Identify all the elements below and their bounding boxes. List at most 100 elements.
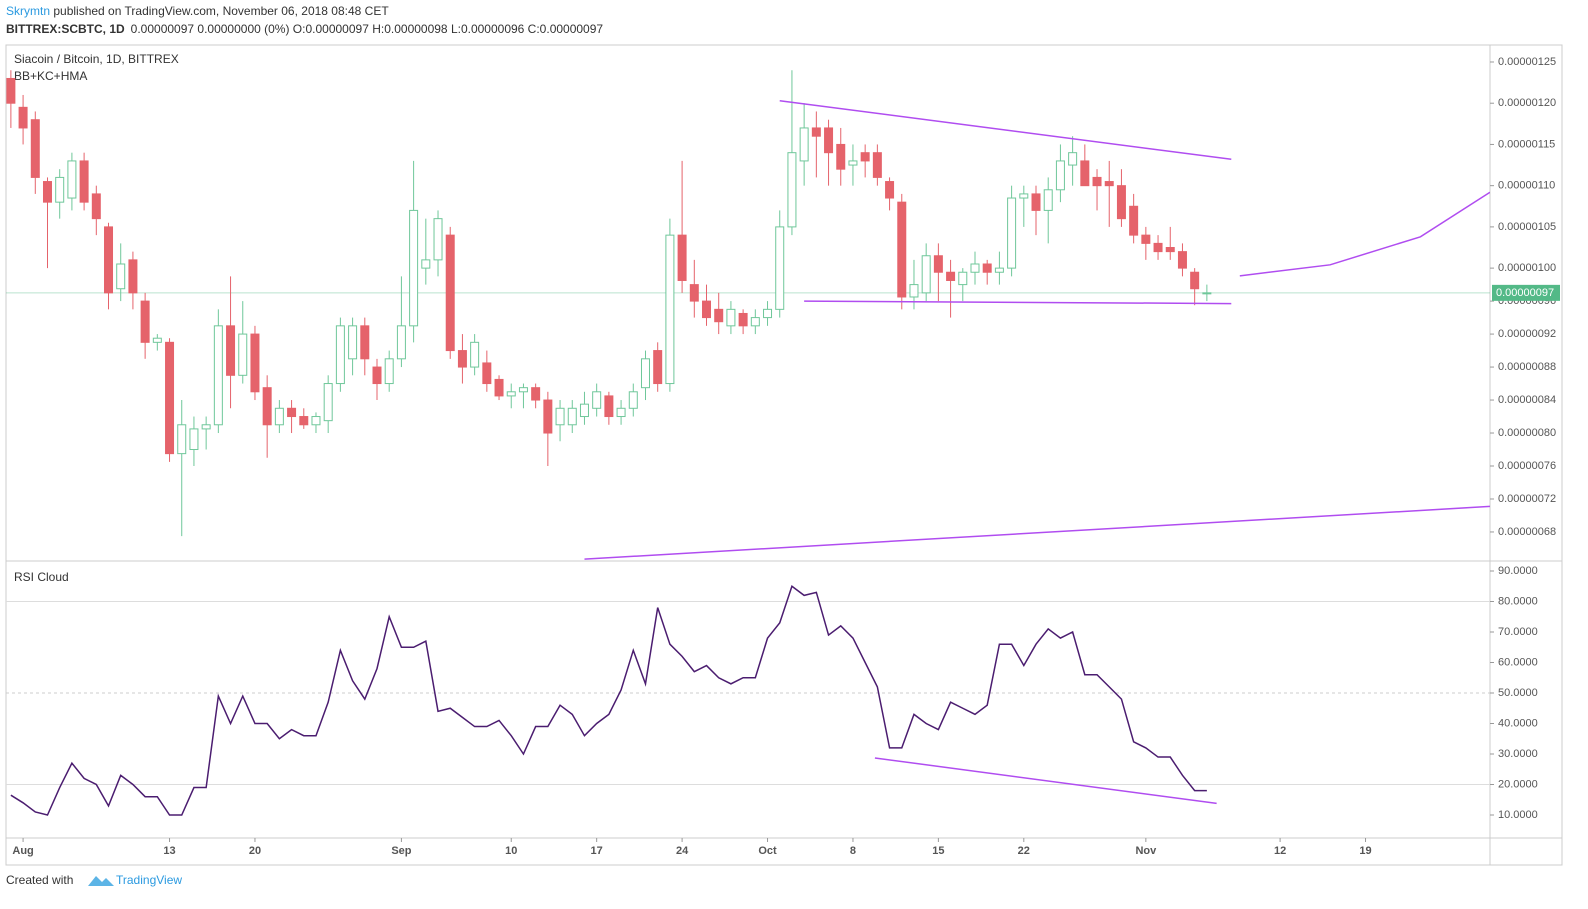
y-tick-label: 0.00000076 xyxy=(1498,460,1556,472)
trend-line xyxy=(779,99,1232,161)
candle-body xyxy=(177,424,187,455)
frame xyxy=(5,44,1563,866)
candle-body xyxy=(628,391,638,409)
candle-body xyxy=(653,350,663,385)
candle-body xyxy=(128,259,138,294)
y-tick-label: 0.00000125 xyxy=(1498,56,1556,68)
candle-body xyxy=(775,226,785,310)
x-tick-label: Sep xyxy=(391,845,411,857)
candle-body xyxy=(482,362,492,385)
candle-body xyxy=(1080,160,1090,187)
y-tick-label: 0.00000110 xyxy=(1498,180,1555,192)
brand-link[interactable]: TradingView xyxy=(116,873,182,887)
y-tick-label: 0.00000105 xyxy=(1498,221,1556,233)
candle-body xyxy=(1043,189,1053,211)
candle-body xyxy=(226,325,236,376)
candle-body xyxy=(506,391,516,397)
candle-body xyxy=(555,407,565,426)
pane xyxy=(6,70,1490,560)
candle-body xyxy=(238,333,248,376)
x-tick-label: 17 xyxy=(591,845,603,857)
candle-body xyxy=(1055,160,1065,191)
candle-body xyxy=(726,308,736,327)
candle-body xyxy=(1177,251,1187,269)
last-price-box xyxy=(1492,284,1560,301)
candle-body xyxy=(640,358,650,389)
candle-body xyxy=(421,259,431,269)
y-tick-label: 60.0000 xyxy=(1498,656,1538,668)
candle-body xyxy=(824,127,834,154)
candle-body xyxy=(470,341,480,368)
candle-body xyxy=(689,284,699,302)
candle-body xyxy=(409,209,419,327)
candle-body xyxy=(348,325,358,360)
y-tick-label: 0.00000115 xyxy=(1498,138,1555,150)
y-tick-label: 90.0000 xyxy=(1498,565,1538,577)
candle-body xyxy=(567,407,577,426)
y-tick-label: 10.0000 xyxy=(1498,809,1538,821)
candle-body xyxy=(897,201,907,298)
candle-body xyxy=(1190,271,1200,290)
y-tick-label: 70.0000 xyxy=(1498,626,1538,638)
candle-body xyxy=(1165,247,1175,253)
indicator-name: RSI Cloud xyxy=(14,570,69,584)
candle-body xyxy=(836,143,846,170)
candle-body xyxy=(372,366,382,385)
trend-line xyxy=(584,505,1490,560)
candle-body xyxy=(262,387,272,426)
x-tick-label: Oct xyxy=(758,845,777,857)
x-tick-label: Aug xyxy=(12,845,33,857)
candle-body xyxy=(982,263,992,273)
y-tick-label: 0.00000088 xyxy=(1498,361,1556,373)
candle-body xyxy=(958,271,968,286)
trend-line xyxy=(1239,191,1490,277)
candle-body xyxy=(848,160,858,166)
pane xyxy=(6,585,1490,816)
candle-body xyxy=(165,341,175,455)
candle-body xyxy=(494,378,504,397)
candle-body xyxy=(750,317,760,327)
last-price-label: 0.00000097 xyxy=(1496,287,1554,299)
author[interactable]: Skrymtn xyxy=(6,4,50,18)
candle-body xyxy=(799,127,809,162)
quote: 0.00000097 0.00000000 (0%) O:0.00000097 … xyxy=(131,22,604,36)
candle-body xyxy=(140,300,150,343)
trend-line xyxy=(874,757,1217,805)
candle-body xyxy=(518,387,528,393)
candle-body xyxy=(1019,193,1029,199)
candle-body xyxy=(1104,181,1114,187)
candle-body xyxy=(445,234,455,352)
candle-body xyxy=(665,234,675,385)
candle-body xyxy=(616,407,626,418)
candle-body xyxy=(152,337,162,343)
candle-body xyxy=(360,325,370,360)
x-tick-label: 12 xyxy=(1274,845,1286,857)
candle-body xyxy=(738,312,748,327)
candle-body xyxy=(787,152,797,228)
pane-title: Siacoin / Bitcoin, 1D, BITTREX xyxy=(14,52,179,66)
candle-body xyxy=(335,325,345,385)
candle-body xyxy=(714,308,724,323)
candle-body xyxy=(457,350,467,368)
candle-body xyxy=(946,271,956,281)
x-tick-label: 20 xyxy=(249,845,261,857)
y-tick-label: 30.0000 xyxy=(1498,748,1538,760)
x-tick-label: 19 xyxy=(1359,845,1371,857)
candle-body xyxy=(872,152,882,178)
candle-body xyxy=(970,263,980,273)
candle-body xyxy=(1141,234,1151,244)
y-tick-label: 0.00000080 xyxy=(1498,427,1556,439)
candle-body xyxy=(323,383,333,422)
candle-body xyxy=(201,424,211,430)
candle-body xyxy=(702,300,712,319)
candle-body xyxy=(6,77,16,104)
y-tick-label: 0.00000068 xyxy=(1498,526,1556,538)
candle-body xyxy=(604,395,614,418)
y-tick-label: 40.0000 xyxy=(1498,717,1538,729)
candle-body xyxy=(860,152,870,162)
candle-body xyxy=(677,234,687,281)
candle-body xyxy=(1116,185,1126,220)
candle-body xyxy=(909,284,919,298)
trend-line xyxy=(804,300,1232,305)
candle-body xyxy=(543,399,553,434)
